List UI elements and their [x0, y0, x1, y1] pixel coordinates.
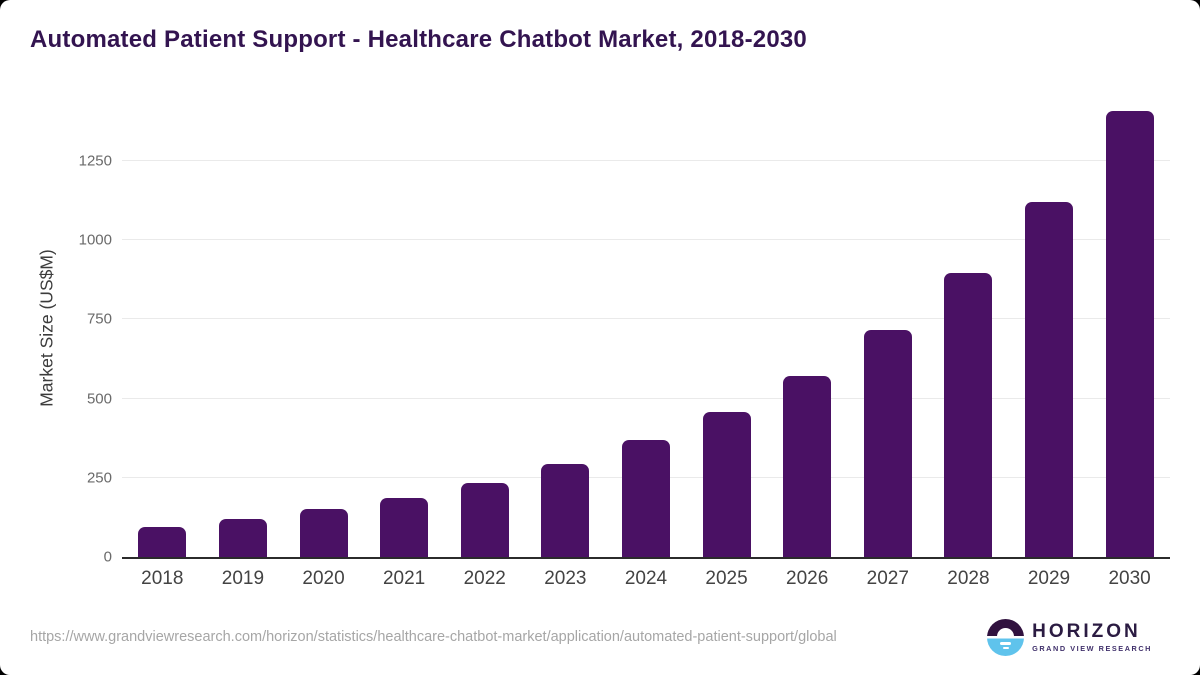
bar-2027 — [863, 330, 912, 557]
y-tick-label: 0 — [103, 548, 112, 566]
bar-2022 — [460, 482, 509, 557]
bar-2030 — [1105, 110, 1154, 557]
bar-2020 — [299, 509, 348, 557]
bar-2029 — [1025, 202, 1073, 557]
x-tick-label: 2028 — [947, 568, 990, 589]
y-tick-label: 500 — [86, 390, 112, 408]
bar-slot — [928, 95, 1009, 557]
gridline — [122, 318, 1170, 320]
bar-slot — [525, 95, 606, 557]
y-tick-label: 1250 — [78, 152, 112, 170]
logo-text: HORIZON GRAND VIEW RESEARCH — [1032, 622, 1152, 653]
x-tick-label: 2021 — [382, 568, 426, 589]
logo-name: HORIZON — [1032, 621, 1141, 643]
x-tick-label: 2029 — [1027, 568, 1071, 589]
bar-slot — [1009, 95, 1090, 557]
bar-slot — [203, 95, 284, 557]
sun-icon — [997, 628, 1015, 637]
bar-slot — [122, 95, 203, 557]
gridline — [122, 239, 1170, 241]
logo-subtitle: GRAND VIEW RESEARCH — [1032, 643, 1152, 653]
bar-2024 — [621, 440, 670, 557]
bar-2023 — [541, 463, 590, 557]
plot-area — [122, 95, 1170, 559]
bar-2021 — [380, 497, 429, 557]
bar-slot — [606, 95, 687, 557]
bar-slot — [686, 95, 767, 557]
bar-2018 — [138, 526, 187, 557]
y-tick-label: 250 — [86, 469, 112, 487]
chart-title: Automated Patient Support - Healthcare C… — [30, 26, 807, 53]
x-tick-label: 2027 — [866, 568, 909, 589]
bar-2019 — [218, 518, 267, 557]
y-tick-label: 1000 — [78, 231, 112, 249]
x-tick-label: 2020 — [302, 568, 345, 589]
bar-slot — [767, 95, 848, 557]
bar-slot — [364, 95, 445, 557]
bar-slot — [283, 95, 364, 557]
bar-2025 — [702, 411, 751, 557]
bar-2026 — [783, 375, 832, 557]
source-url: https://www.grandviewresearch.com/horizo… — [30, 629, 837, 645]
bar-series — [122, 95, 1170, 557]
y-axis-tick-labels: 0 250 500 750 1000 1250 — [0, 95, 112, 566]
bar-2028 — [944, 272, 993, 557]
water-ripple-icon — [1000, 642, 1012, 645]
bar-slot — [1089, 95, 1170, 557]
horizon-logo: HORIZON GRAND VIEW RESEARCH — [987, 619, 1152, 656]
water-ripple-icon — [1002, 647, 1009, 649]
x-tick-label: 2023 — [544, 568, 587, 589]
gridline — [122, 397, 1170, 399]
x-tick-label: 2026 — [786, 568, 829, 589]
bar-slot — [847, 95, 928, 557]
x-tick-label: 2018 — [141, 568, 184, 589]
horizon-sunrise-icon — [987, 619, 1025, 656]
x-tick-label: 2022 — [463, 568, 506, 589]
gridline — [122, 160, 1170, 161]
x-axis-tick-labels: 2018 2019 2020 2021 2022 2023 2024 2025 2026 2027… — [122, 568, 1170, 590]
x-tick-label: 2024 — [624, 568, 668, 589]
bar-slot — [444, 95, 525, 557]
x-tick-label: 2019 — [221, 568, 265, 589]
y-tick-label: 750 — [86, 310, 112, 328]
x-tick-label: 2030 — [1108, 568, 1151, 589]
x-tick-label: 2025 — [705, 568, 748, 589]
